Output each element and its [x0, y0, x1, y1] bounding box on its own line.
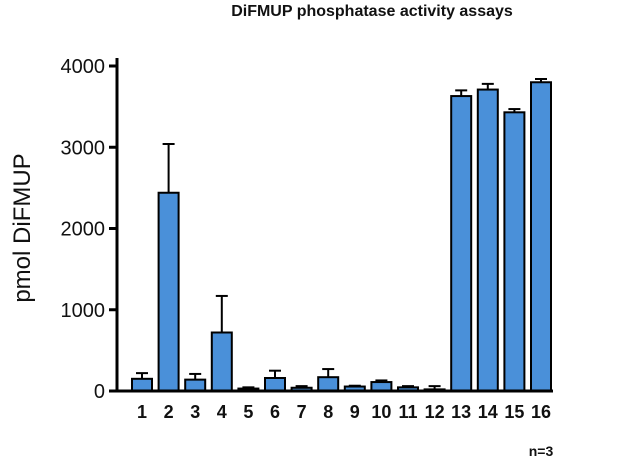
error-bar-14: [481, 82, 494, 90]
y-axis-label: pmol DiFMUP: [9, 153, 36, 302]
error-bar-7: [295, 385, 308, 388]
error-bar-9: [348, 384, 361, 387]
bar-8: [317, 376, 340, 392]
x-tick-label: 6: [270, 402, 280, 422]
x-tick-label: 14: [478, 402, 498, 422]
error-bar-10: [375, 379, 388, 383]
bar-1: [131, 377, 153, 392]
x-tick-label: 12: [425, 402, 445, 422]
x-tick-label: 15: [504, 402, 524, 422]
error-bar-3: [189, 372, 202, 380]
error-bar-8: [322, 368, 335, 378]
x-tick-label: 2: [164, 402, 174, 422]
error-bar-12: [428, 385, 441, 390]
error-bar-13: [455, 89, 468, 97]
error-bar-5: [242, 386, 255, 389]
x-tick-label: 8: [323, 402, 333, 422]
x-tick-label: 5: [243, 402, 253, 422]
error-bar-2: [162, 143, 175, 193]
y-axis-ticks: 0 1000 2000 3000 4000: [61, 56, 117, 403]
bar-16: [530, 81, 552, 392]
error-bars-group: [136, 78, 547, 390]
x-tick-label: 4: [217, 402, 227, 422]
y-tick-label: 4000: [61, 56, 106, 78]
bar-15: [503, 111, 526, 392]
bar-13: [450, 95, 473, 392]
y-tick-label: 2000: [61, 219, 106, 241]
bar-2: [157, 191, 180, 392]
bar-4: [210, 331, 233, 392]
error-bar-6: [269, 369, 281, 378]
x-tick-label: 11: [398, 402, 417, 422]
x-tick-label: 13: [451, 402, 471, 422]
x-tick-label: 3: [190, 402, 200, 422]
x-tick-label: 9: [350, 402, 360, 422]
x-tick-label: 10: [371, 402, 391, 422]
sample-size-note: n=3: [529, 443, 554, 459]
x-axis-ticks: 1 2 3 4 5 6 7 8 9 10 11 12 13 14 15 16: [137, 402, 551, 422]
bar-14: [476, 88, 499, 392]
bar-6: [264, 377, 286, 392]
y-tick-label: 1000: [61, 300, 106, 322]
error-bar-16: [535, 78, 547, 83]
y-tick-label: 0: [94, 381, 105, 403]
y-tick-label: 3000: [61, 137, 106, 159]
x-tick-label: 1: [137, 402, 147, 422]
error-bar-15: [508, 108, 521, 113]
chart-axes: [115, 58, 553, 393]
x-tick-label: 7: [297, 402, 307, 422]
bars-group: [131, 81, 552, 392]
error-bar-11: [402, 385, 414, 388]
x-tick-label: 16: [531, 402, 551, 422]
error-bar-4: [215, 294, 228, 333]
chart-title: DiFMUP phosphatase activity assays: [231, 3, 513, 20]
error-bar-1: [136, 372, 148, 379]
bar-3: [184, 378, 207, 392]
